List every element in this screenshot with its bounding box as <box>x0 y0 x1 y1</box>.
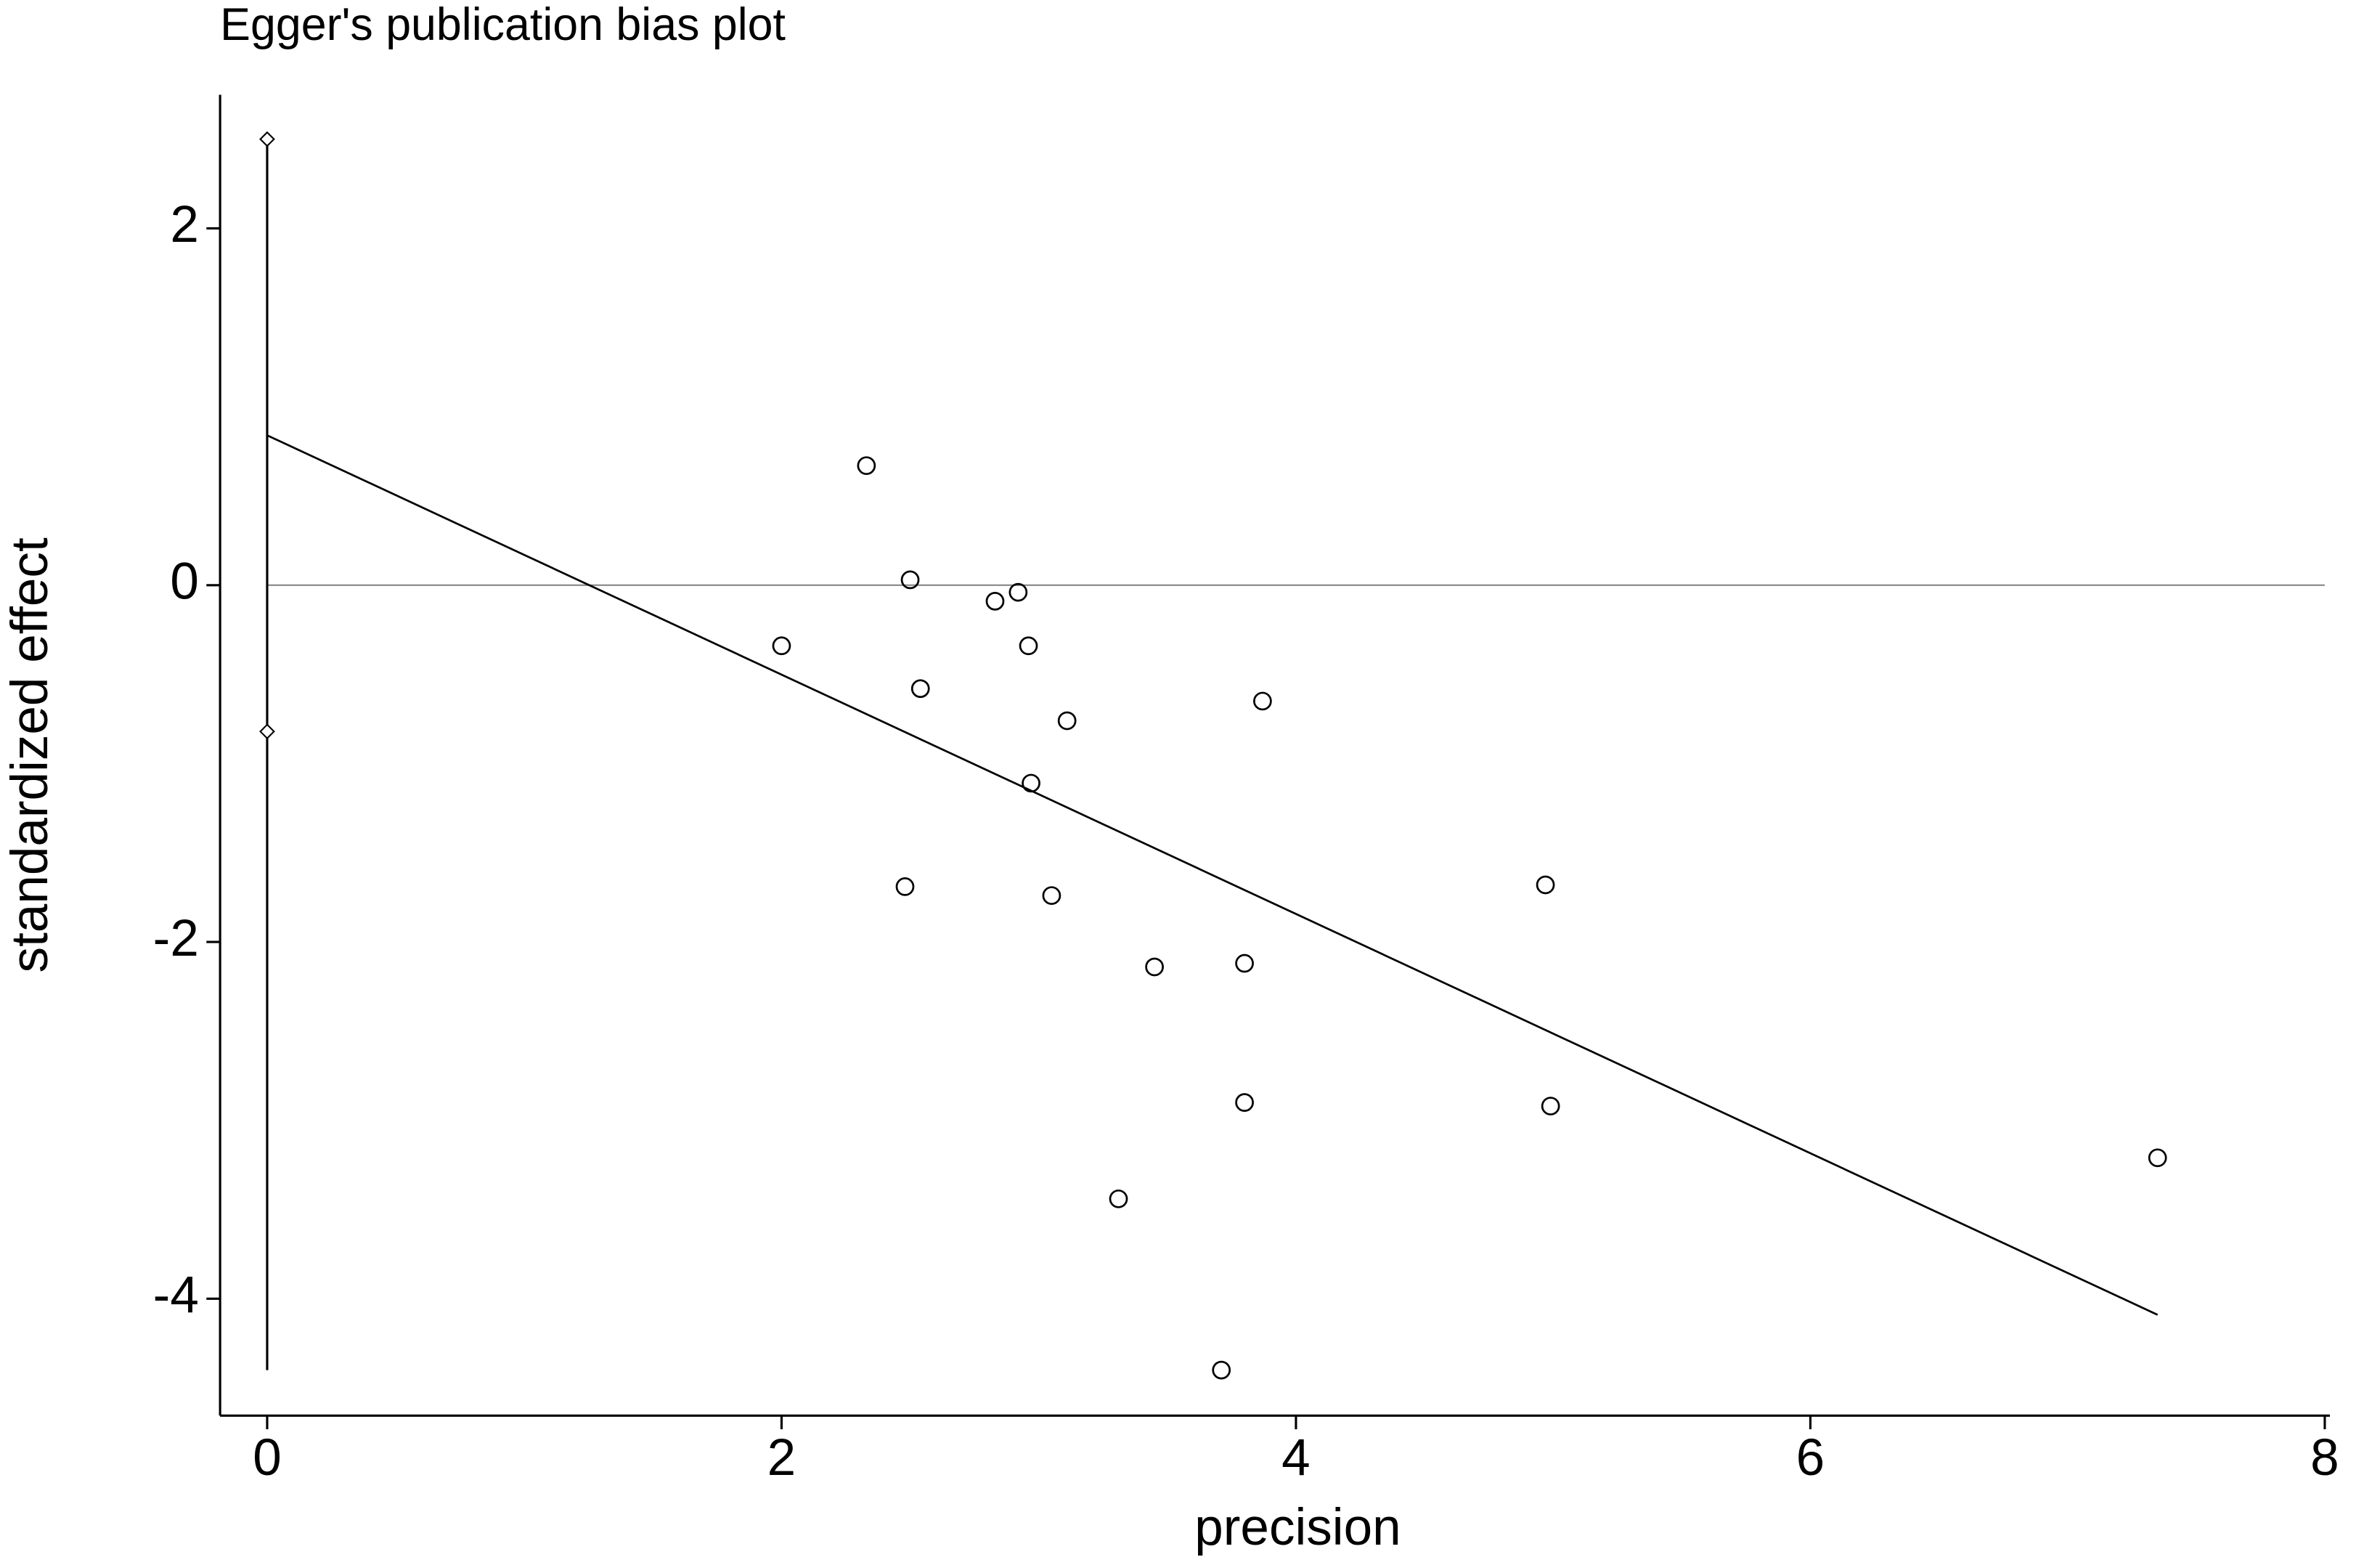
point <box>1057 711 1077 731</box>
point <box>2148 1148 2167 1168</box>
point <box>910 679 930 699</box>
point <box>985 592 1005 611</box>
point <box>1019 636 1038 656</box>
point <box>1541 1097 1560 1115</box>
point <box>1042 886 1061 906</box>
point <box>1235 1093 1254 1113</box>
point <box>1008 582 1028 602</box>
fit-line <box>266 434 2159 1316</box>
point <box>1253 691 1272 711</box>
point <box>857 456 876 476</box>
ci-marker <box>259 723 275 740</box>
x-axis-label: precision <box>1194 1499 1401 1556</box>
x-tick-label: 0 <box>253 1429 282 1487</box>
y-tick-label: -2 <box>153 910 199 967</box>
x-tick-label: 4 <box>1281 1429 1311 1487</box>
point <box>1022 773 1040 793</box>
point <box>772 636 791 656</box>
chart-title: Egger's publication bias plot <box>220 0 786 50</box>
point <box>1109 1189 1128 1208</box>
ci-marker <box>259 131 275 147</box>
y-tick-label: 2 <box>170 196 199 253</box>
point <box>1235 954 1254 973</box>
y-axis-label: standardized effect <box>1 537 59 972</box>
point <box>1536 875 1555 895</box>
x-tick-label: 6 <box>1796 1429 1825 1487</box>
x-tick-label: 2 <box>767 1429 796 1487</box>
y-tick-label: -4 <box>153 1267 199 1324</box>
point <box>900 570 920 590</box>
point <box>1145 957 1164 977</box>
x-tick-label: 8 <box>2310 1429 2339 1487</box>
point <box>1212 1360 1231 1380</box>
y-tick-label: 0 <box>170 553 199 611</box>
point <box>895 877 915 896</box>
